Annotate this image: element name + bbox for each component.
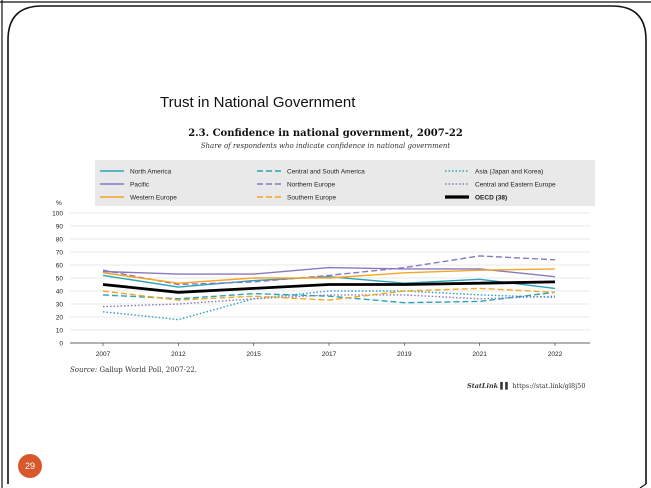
y-tick-label-2: 20 [56,314,64,321]
series-line-0 [102,274,556,290]
series-line-8 [102,280,556,294]
legend-label-6: Western Europe [130,195,177,202]
statlink-icon: ▌▌ [500,382,511,390]
series-line-2 [102,290,556,321]
y-tick-label-6: 60 [56,262,64,269]
chart-grid [70,212,590,344]
legend-box [95,160,595,206]
series-line-1 [102,291,556,304]
legend-label-4: Northern Europe [287,182,335,189]
legend-label-0: North America [130,169,172,176]
y-tick-label-10: 100 [52,210,63,217]
chart-legend: North America Central and South America As… [100,169,556,202]
y-tick-label-0: 0 [59,340,63,347]
x-tick-label-0: 2007 [96,351,111,358]
chart-subtitle: Share of respondents who indicate confid… [200,142,451,150]
x-tick-label-6: 2022 [548,351,563,358]
series-line-7 [102,287,556,301]
chart-title: 2.3. Confidence in national government, … [188,128,463,139]
legend-label-3: Pacific [130,182,150,189]
x-tick-label-1: 2012 [171,351,186,358]
y-tick-label-7: 70 [56,249,64,256]
y-tick-label-1: 10 [56,327,64,334]
y-tick-label-5: 50 [56,275,64,282]
y-tick-label-8: 80 [56,236,64,243]
statlink-url[interactable]: https://stat.link/gl8j50 [512,382,586,390]
legend-label-5: Central and Eastern Europe [475,182,556,189]
source-text: Gallup World Poll, 2007-22. [99,366,198,374]
statlink-brand: StatLink [467,382,499,390]
y-axis-label: % [56,200,62,207]
legend-label-2: Asia (Japan and Korea) [475,169,543,176]
y-tick-label-4: 40 [56,288,64,295]
legend-label-1: Central and South America [287,169,365,176]
chart-series [102,255,556,321]
legend-label-8: OECD (38) [475,195,507,202]
x-tick-label-5: 2021 [472,351,487,358]
statlink[interactable]: StatLink ▌▌ https://stat.link/gl8j50 [467,382,585,390]
page-number-badge: 29 [18,454,42,478]
series-line-4 [102,255,556,286]
source-label: Source: [70,366,98,374]
x-tick-label-2: 2015 [246,351,261,358]
x-tick-label-3: 2017 [322,351,337,358]
slide-title: Trust in National Government [160,94,356,111]
series-line-6 [102,268,556,284]
y-tick-label-9: 90 [56,223,64,230]
y-tick-label-3: 30 [56,301,64,308]
y-axis: % 0 10 20 30 40 50 60 70 80 90 100 [52,200,63,347]
series-line-3 [102,266,556,278]
legend-label-7: Southern Europe [287,195,337,202]
figure-source: Source: Gallup World Poll, 2007-22. [70,366,197,374]
x-axis: 2007 2012 2015 2017 2019 2021 2022 [96,343,563,358]
x-tick-label-4: 2019 [397,351,412,358]
